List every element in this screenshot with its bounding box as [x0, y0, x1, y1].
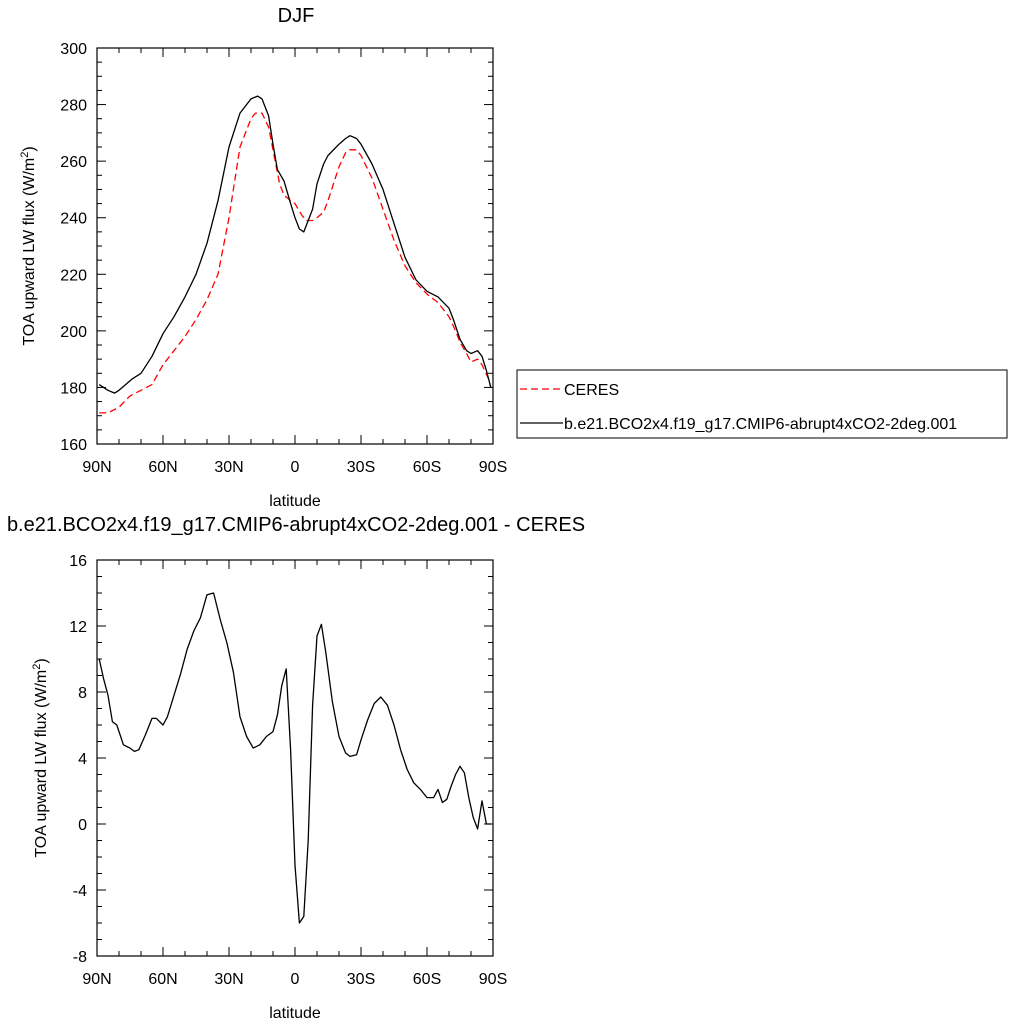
- top-xtick-label: 90S: [479, 459, 507, 476]
- top-chart-title: DJF: [278, 5, 315, 27]
- top-ytick-label: 180: [60, 380, 87, 397]
- top-xtick-label: 60N: [148, 459, 177, 476]
- bottom-xtick-label: 30S: [347, 971, 375, 988]
- bottom-ytick-label: 16: [69, 553, 87, 570]
- top-ylabel-main: TOA upward LW flux (W/m: [21, 158, 38, 346]
- top-xtick-label: 0: [291, 459, 300, 476]
- top-chart: DJF 90N 60N 30N 0 30S 60S 90S 160 180 200 220 240 26…: [19, 5, 507, 510]
- bottom-chart-series: [98, 592, 491, 924]
- bottom-chart-ylabel: TOA upward LW flux (W/m2): [31, 658, 50, 857]
- top-ytick-label: 200: [60, 324, 87, 341]
- bottom-ylabel-sup: 2: [31, 664, 43, 670]
- bottom-ytick-label: -4: [73, 883, 87, 900]
- legend-model-label: b.e21.BCO2x4.f19_g17.CMIP6-abrupt4xCO2-2…: [564, 416, 957, 433]
- top-ytick-label: 280: [60, 98, 87, 115]
- top-chart-ylabel: TOA upward LW flux (W/m2): [19, 146, 38, 345]
- top-ytick-label: 260: [60, 154, 87, 171]
- bottom-ytick-label: 12: [69, 619, 87, 636]
- bottom-ytick-label: 0: [78, 817, 87, 834]
- bottom-chart-title: b.e21.BCO2x4.f19_g17.CMIP6-abrupt4xCO2-2…: [7, 514, 585, 536]
- bottom-chart-ticks: 90N 60N 30N 0 30S 60S 90S -8 -4 0 4 8 12 16: [69, 553, 507, 988]
- legend-ceres-label: CERES: [564, 382, 619, 399]
- top-xtick-label: 90N: [82, 459, 111, 476]
- bottom-xtick-label: 90N: [82, 971, 111, 988]
- top-xtick-label: 30S: [347, 459, 375, 476]
- top-xtick-label: 60S: [413, 459, 441, 476]
- top-ylabel-sup: 2: [19, 152, 31, 158]
- top-ytick-label: 220: [60, 267, 87, 284]
- bottom-series-line-model: [98, 592, 491, 924]
- top-ylabel-tail: ): [21, 146, 38, 151]
- bottom-xtick-label: 60S: [413, 971, 441, 988]
- legend-box: [516, 369, 1008, 439]
- top-ytick-label: 240: [60, 211, 87, 228]
- bottom-ylabel-tail: ): [33, 658, 50, 663]
- top-ytick-label: 300: [60, 41, 87, 58]
- legend: CERES b.e21.BCO2x4.f19_g17.CMIP6-abrupt4…: [516, 369, 1008, 439]
- bottom-chart: b.e21.BCO2x4.f19_g17.CMIP6-abrupt4xCO2-2…: [7, 514, 585, 1022]
- bottom-xtick-label: 60N: [148, 971, 177, 988]
- bottom-xtick-label: 30N: [214, 971, 243, 988]
- bottom-chart-frame: [96, 559, 494, 957]
- top-xtick-label: 30N: [214, 459, 243, 476]
- bottom-chart-xlabel: latitude: [269, 1005, 321, 1022]
- top-series-line-model: [98, 95, 492, 394]
- top-ytick-label: 160: [60, 437, 87, 454]
- top-chart-series: [98, 95, 492, 414]
- top-chart-xlabel: latitude: [269, 493, 321, 510]
- bottom-xtick-label: 90S: [479, 971, 507, 988]
- top-series-line-ceres: [99, 112, 492, 414]
- top-chart-ticks: 90N 60N 30N 0 30S 60S 90S 160 180 200 220 240 260 280…: [60, 41, 507, 476]
- top-chart-frame: [96, 47, 494, 445]
- bottom-ylabel-main: TOA upward LW flux (W/m: [33, 670, 50, 858]
- bottom-xtick-label: 0: [291, 971, 300, 988]
- bottom-ytick-label: 8: [78, 685, 87, 702]
- bottom-ytick-label: 4: [78, 751, 87, 768]
- bottom-ytick-label: -8: [73, 949, 87, 966]
